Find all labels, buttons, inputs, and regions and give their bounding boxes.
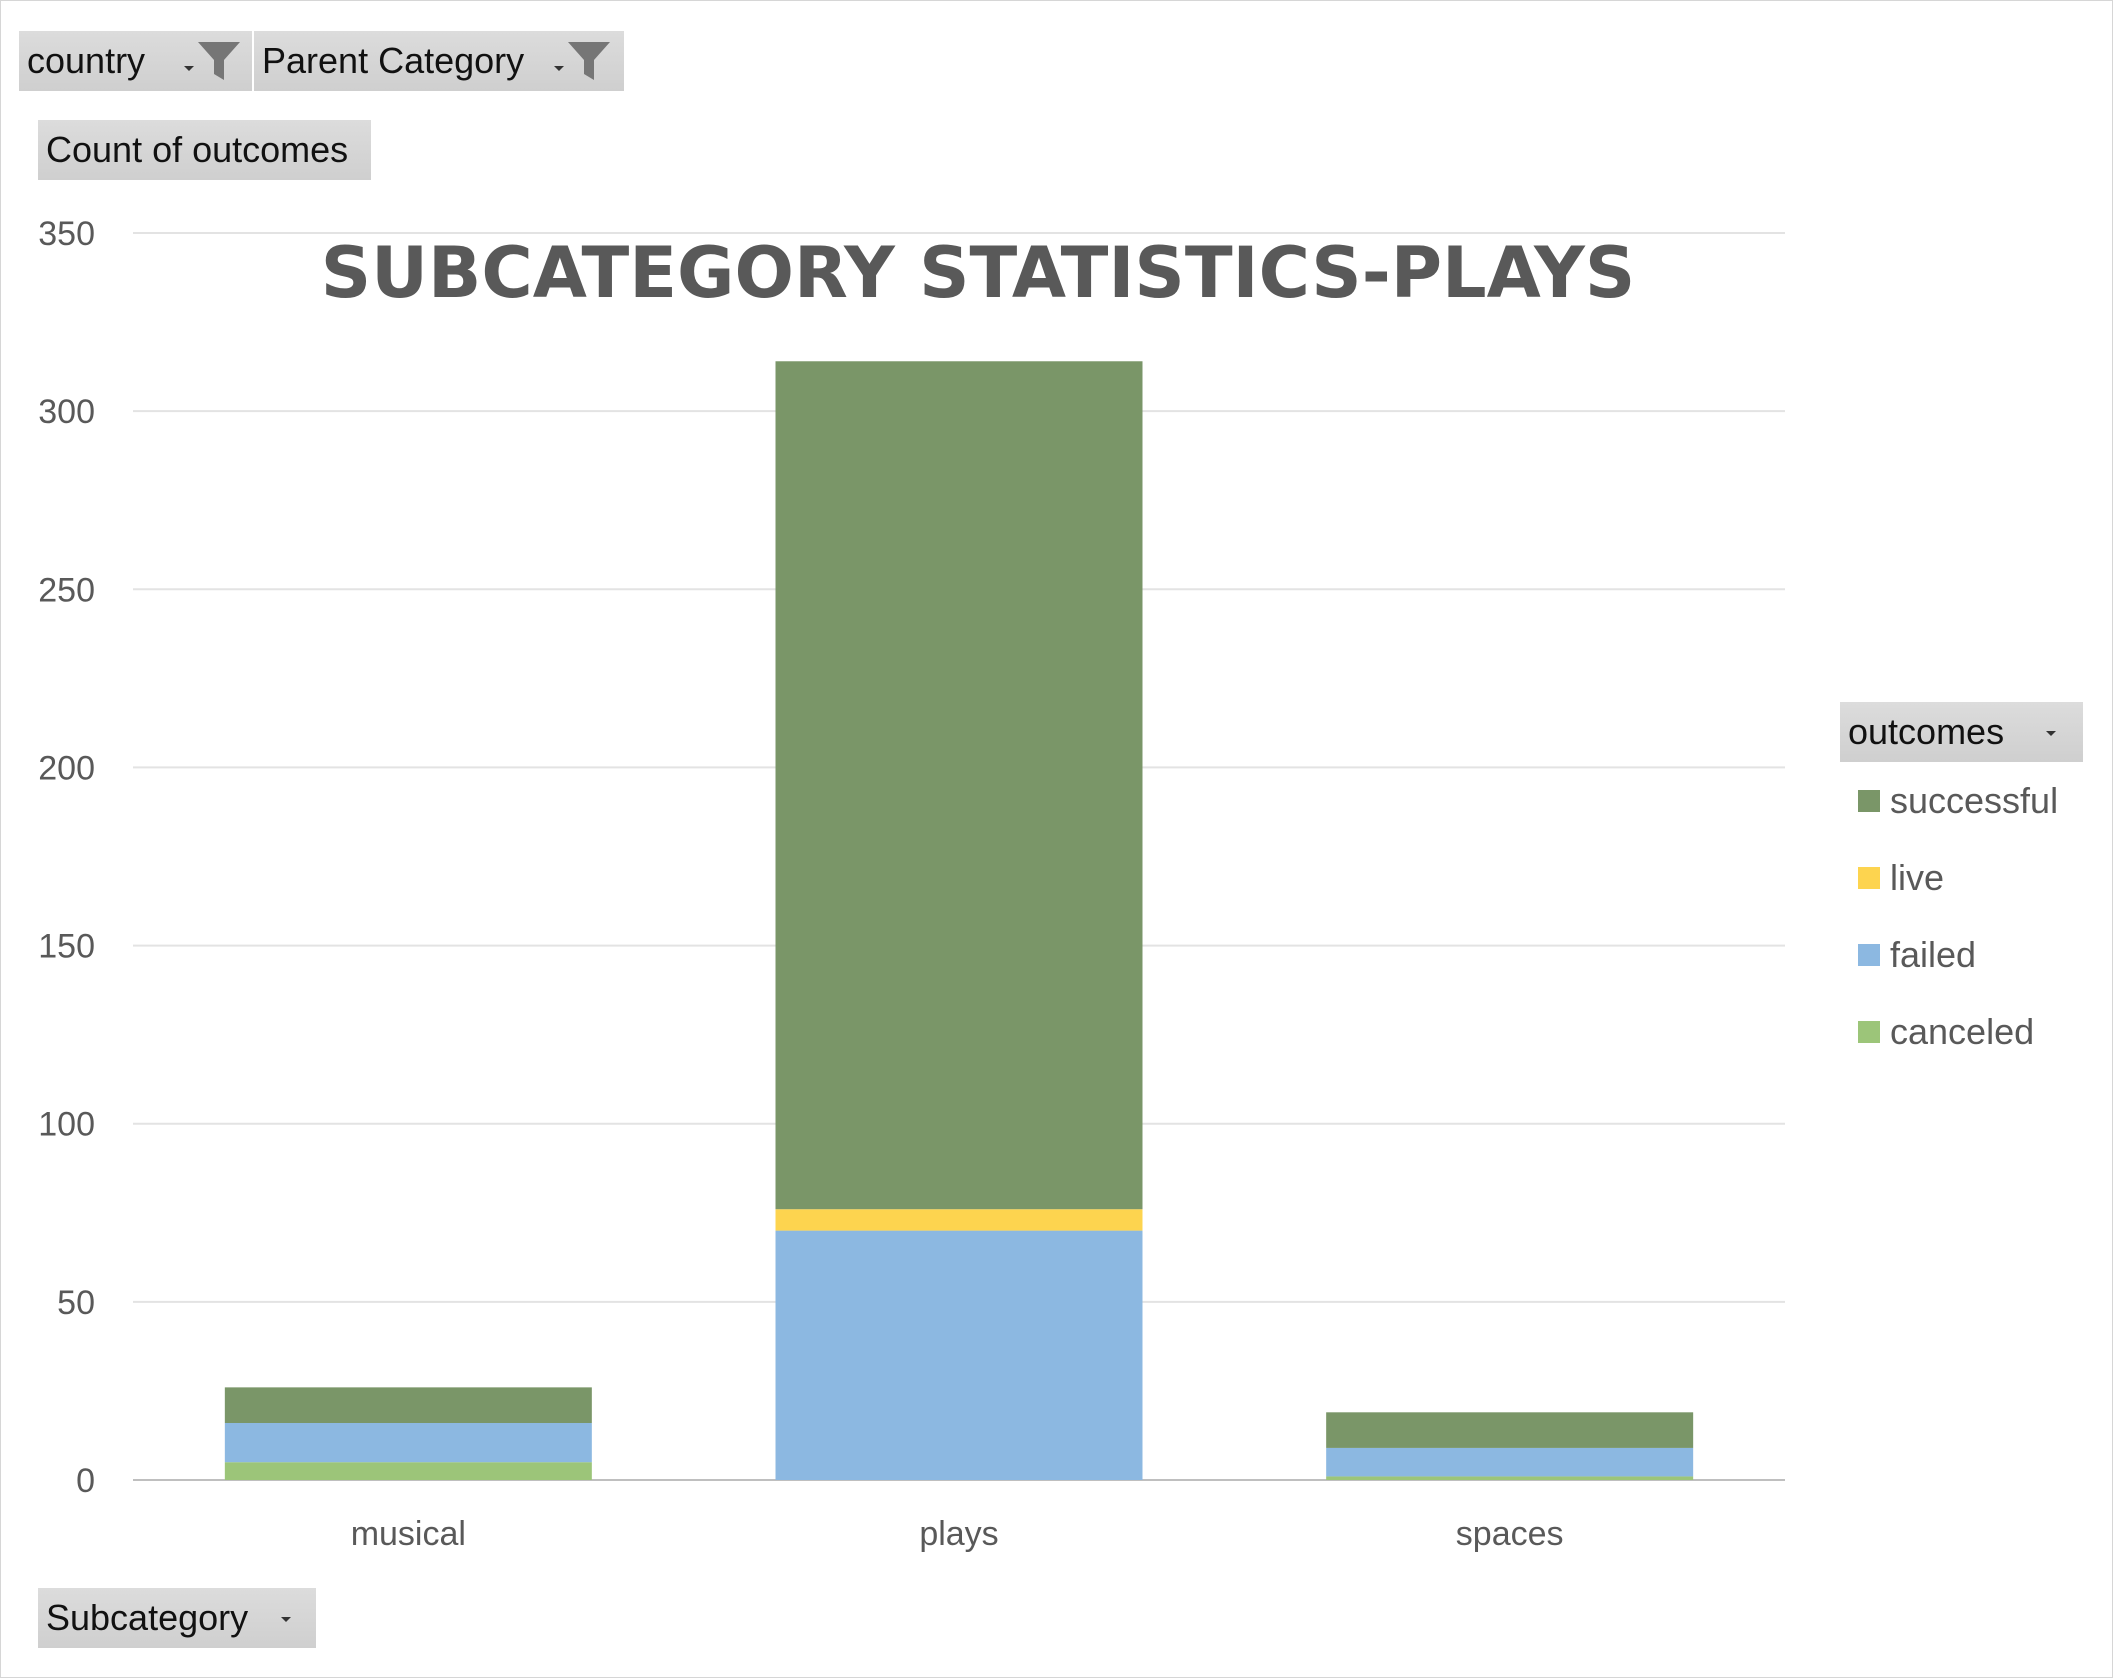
values-field-button[interactable]: Count of outcomes <box>38 120 371 180</box>
subcategory-axis-label: Subcategory <box>46 1597 249 1638</box>
outcomes-legend-button[interactable]: outcomes <box>1840 702 2083 762</box>
legend-swatch-canceled <box>1858 1021 1880 1043</box>
dropdown-arrow-icon[interactable] <box>279 1612 293 1626</box>
legend-label-successful: successful <box>1890 780 2058 821</box>
y-tick-label: 350 <box>38 215 95 253</box>
funnel-icon[interactable] <box>196 38 242 84</box>
y-tick-label: 50 <box>57 1284 95 1322</box>
dropdown-arrow-icon[interactable] <box>552 61 566 75</box>
legend-label-canceled: canceled <box>1890 1011 2034 1052</box>
bars <box>224 361 1694 1480</box>
bar-successful-spaces <box>1326 1412 1694 1448</box>
y-tick-label: 250 <box>38 571 95 609</box>
parent-category-filter-label: Parent Category <box>262 40 525 81</box>
bar-failed-musical <box>224 1422 592 1463</box>
subcategory-axis-button[interactable]: Subcategory <box>38 1588 316 1648</box>
bar-failed-plays <box>775 1230 1143 1480</box>
dropdown-arrow-icon[interactable] <box>2044 726 2058 740</box>
country-filter-label: country <box>27 40 146 81</box>
chart-title: SUBCATEGORY STATISTICS-PLAYS <box>321 232 1635 314</box>
dropdown-arrow-icon[interactable] <box>182 61 196 75</box>
bar-failed-spaces <box>1326 1447 1694 1477</box>
bar-successful-plays <box>775 361 1143 1210</box>
x-tick-label: musical <box>351 1515 466 1553</box>
funnel-icon[interactable] <box>566 38 612 84</box>
legend-label-live: live <box>1890 857 1944 898</box>
y-tick-label: 200 <box>38 749 95 787</box>
y-tick-label: 0 <box>76 1462 95 1500</box>
parent-category-filter-button[interactable]: Parent Category <box>254 31 624 91</box>
legend-swatch-live <box>1858 867 1880 889</box>
legend: successful live failed canceled <box>1858 780 2058 1052</box>
y-tick-label: 150 <box>38 928 95 966</box>
bar-canceled-spaces <box>1326 1476 1694 1480</box>
x-tick-label: plays <box>919 1515 998 1553</box>
bar-live-plays <box>775 1209 1143 1231</box>
outcomes-legend-label: outcomes <box>1848 711 2005 752</box>
y-tick-label: 100 <box>38 1106 95 1144</box>
legend-swatch-failed <box>1858 944 1880 966</box>
legend-swatch-successful <box>1858 790 1880 812</box>
country-filter-button[interactable]: country <box>19 31 252 91</box>
values-field-label: Count of outcomes <box>46 129 349 170</box>
axis-labels: 0 50 100 150 200 250 300 350 musical plays spaces <box>38 215 1563 1553</box>
x-tick-label: spaces <box>1456 1515 1564 1553</box>
y-tick-label: 300 <box>38 393 95 431</box>
bar-canceled-musical <box>224 1462 592 1480</box>
bar-successful-musical <box>224 1387 592 1423</box>
legend-label-failed: failed <box>1890 934 1976 975</box>
